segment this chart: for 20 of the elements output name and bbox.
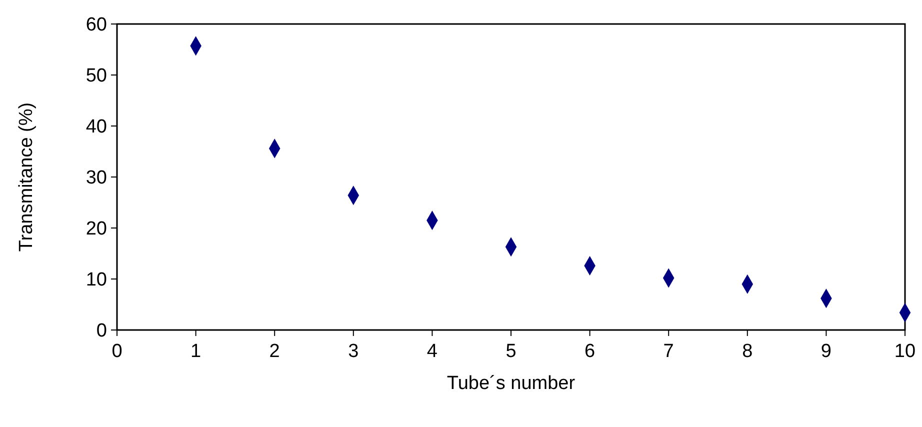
x-tick-label: 8 [742,341,753,362]
x-tick-label: 1 [190,341,202,362]
y-tick-label: 50 [86,66,107,87]
x-tick-label: 7 [663,341,674,362]
x-tick-label: 2 [269,341,280,362]
y-tick-label: 60 [86,14,107,36]
x-tick-label: 0 [112,341,122,362]
y-tick-label: 30 [86,168,107,189]
y-axis-title: Transmitance (%) [16,102,37,252]
x-axis-title: Tube´s number [446,373,576,394]
x-tick-label: 10 [894,341,916,362]
x-tick-label: 4 [426,341,438,362]
y-tick-label: 10 [86,270,107,291]
y-tick-label: 0 [96,320,107,342]
x-tick-label: 9 [820,341,832,362]
y-tick-label: 40 [86,116,107,138]
x-tick-label: 6 [584,341,596,362]
y-tick-label: 20 [86,218,107,240]
x-tick-label: 3 [348,341,359,362]
x-tick-label: 5 [506,341,516,362]
